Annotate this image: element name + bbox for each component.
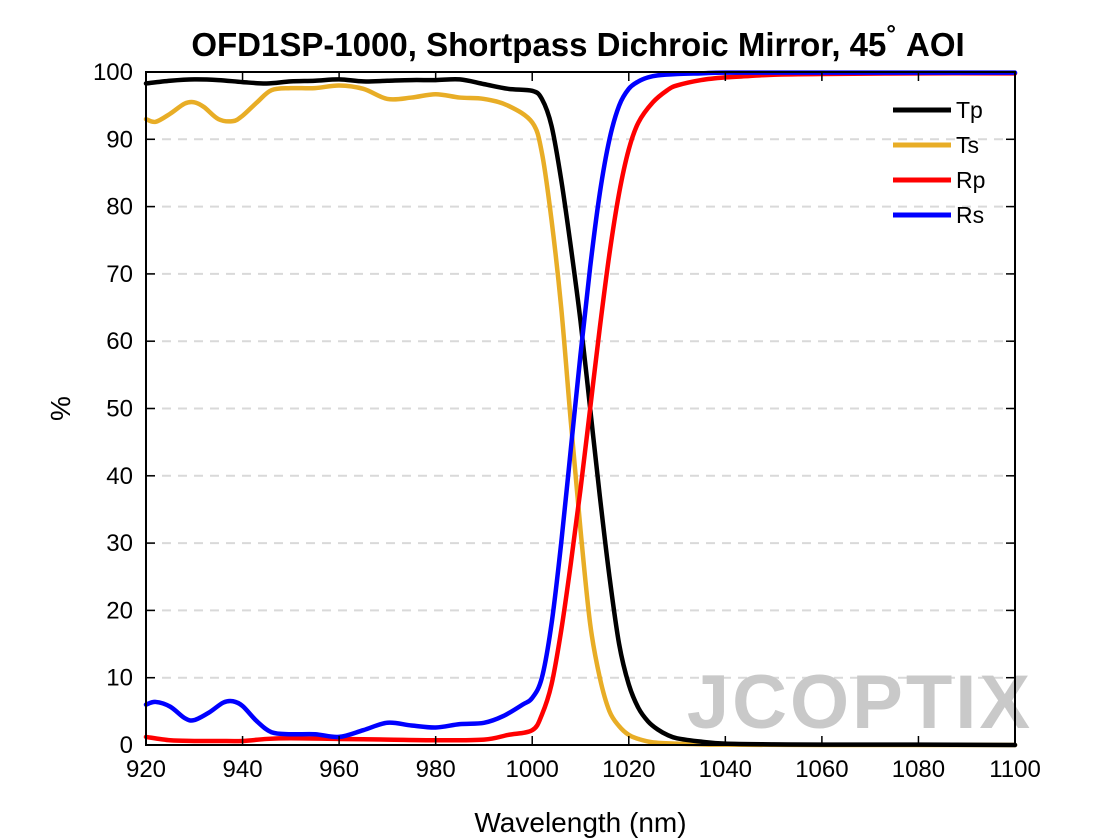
chart-title-main: OFD1SP-1000, Shortpass Dichroic Mirror, …: [191, 26, 886, 63]
chart-title: OFD1SP-1000, Shortpass Dichroic Mirror, …: [191, 21, 964, 63]
x-tick-label-1080: 1080: [892, 756, 945, 783]
x-tick-label-920: 920: [126, 756, 166, 783]
x-tick-label-1000: 1000: [506, 756, 559, 783]
y-tick-label-10: 10: [106, 665, 133, 692]
watermark-text: JCOPTIX: [687, 660, 1033, 745]
chart-title-degree: °: [886, 21, 896, 48]
series-line-rs: [143, 70, 1018, 740]
chart-title-suffix: AOI: [906, 26, 965, 63]
y-tick-label-40: 40: [106, 463, 133, 490]
y-tick-label-50: 50: [106, 396, 133, 423]
y-tick-label-60: 60: [106, 328, 133, 355]
y-axis-label: %: [45, 396, 76, 421]
x-axis-label: Wavelength (nm): [474, 807, 686, 838]
y-tick-label-100: 100: [93, 59, 133, 86]
legend-label-rp: Rp: [956, 167, 985, 193]
legend-label-rs: Rs: [956, 202, 984, 228]
series-line-rp: [143, 71, 1018, 744]
x-tick-label-1020: 1020: [602, 756, 655, 783]
x-tick-label-1040: 1040: [699, 756, 752, 783]
axis-ticks: 920 940 960 980 1000 1020 1040 1060 1080 11000102…: [93, 59, 1041, 783]
grid: [146, 138, 1015, 679]
x-tick-label-980: 980: [416, 756, 456, 783]
y-tick-label-0: 0: [120, 732, 133, 759]
y-tick-label-80: 80: [106, 194, 133, 221]
x-tick-label-1060: 1060: [795, 756, 848, 783]
watermark: JCOPTIX: [687, 660, 1033, 745]
y-tick-label-90: 90: [106, 126, 133, 153]
x-tick-label-960: 960: [319, 756, 359, 783]
legend: Tp Ts Rp Rs: [893, 97, 985, 228]
series-line-ts: [143, 83, 1018, 748]
x-tick-label-1100: 1100: [989, 756, 1041, 783]
x-tick-label-940: 940: [223, 756, 263, 783]
y-tick-label-30: 30: [106, 530, 133, 557]
legend-label-tp: Tp: [956, 97, 983, 123]
series-line-tp: [143, 76, 1018, 748]
y-tick-label-70: 70: [106, 261, 133, 288]
legend-label-ts: Ts: [956, 132, 979, 158]
plot-lines: [143, 70, 1018, 748]
y-tick-label-20: 20: [106, 597, 133, 624]
